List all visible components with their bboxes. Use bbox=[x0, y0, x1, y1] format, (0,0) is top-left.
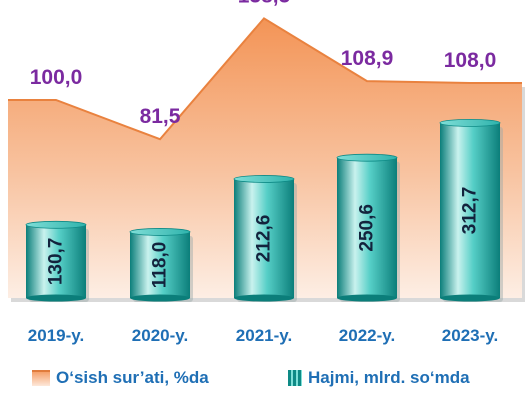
legend-item-growth-rate: O‘sish sur’ati, %da bbox=[32, 368, 209, 388]
legend: O‘sish sur’ati, %da Hajmi, mlrd. so‘mda bbox=[0, 368, 530, 396]
volume-bar-base bbox=[337, 294, 397, 302]
x-axis-tick-label: 2023-y. bbox=[442, 326, 498, 345]
x-axis-tick-label: 2019-y. bbox=[28, 326, 84, 345]
volume-bars-layer bbox=[25, 118, 503, 302]
volume-bar bbox=[26, 224, 86, 298]
volume-bar-data-label: 312,7 bbox=[460, 187, 481, 235]
legend-item-volume: Hajmi, mlrd. so‘mda bbox=[288, 368, 470, 388]
volume-bar-base bbox=[130, 294, 190, 302]
volume-bar-cap bbox=[25, 220, 87, 229]
volume-bar-cap bbox=[336, 153, 398, 162]
legend-label-growth-rate: O‘sish sur’ati, %da bbox=[56, 368, 209, 387]
legend-swatch-bar bbox=[288, 370, 302, 386]
volume-bar-base bbox=[440, 294, 500, 302]
volume-bar bbox=[337, 157, 397, 298]
x-axis-tick-label: 2022-y. bbox=[339, 326, 395, 345]
volume-bar-cap bbox=[439, 118, 501, 127]
growth-rate-line bbox=[8, 17, 522, 141]
legend-swatch-area bbox=[32, 370, 50, 386]
volume-bar-data-label: 250,6 bbox=[357, 204, 378, 252]
volume-bar-base bbox=[234, 294, 294, 302]
growth-rate-data-label: 108,9 bbox=[341, 47, 394, 70]
volume-bar-base bbox=[26, 294, 86, 302]
volume-bar-cap bbox=[129, 228, 191, 236]
volume-bar bbox=[130, 231, 190, 298]
volume-bar-data-label: 130,7 bbox=[46, 238, 67, 286]
x-axis-tick-label: 2021-y. bbox=[236, 326, 292, 345]
legend-label-volume: Hajmi, mlrd. so‘mda bbox=[308, 368, 470, 387]
growth-rate-data-label: 100,0 bbox=[30, 66, 83, 89]
labels-layer: 100,0 81,5 138,5 108,9 108,0 130,7 118,0 212,6 2… bbox=[28, 0, 498, 345]
growth-rate-data-label: 81,5 bbox=[140, 105, 181, 128]
chart: 100,0 81,5 138,5 108,9 108,0 130,7 118,0 212,6 2… bbox=[8, 0, 525, 345]
growth-rate-data-label: 138,5 bbox=[238, 0, 291, 7]
volume-bar-cap bbox=[233, 175, 295, 183]
volume-bar-data-label: 118,0 bbox=[150, 242, 171, 289]
x-axis-tick-label: 2020-y. bbox=[132, 326, 188, 345]
growth-rate-data-label: 108,0 bbox=[444, 49, 497, 72]
volume-bar bbox=[440, 122, 500, 298]
volume-bar-data-label: 212,6 bbox=[254, 215, 275, 263]
volume-bar bbox=[234, 178, 294, 298]
